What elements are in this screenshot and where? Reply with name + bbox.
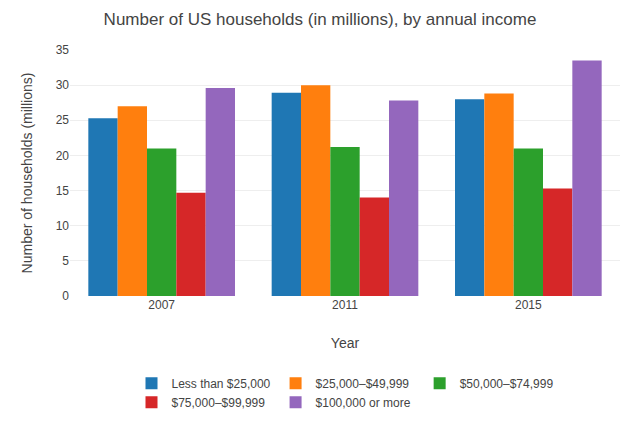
svg-text:2011: 2011	[332, 298, 358, 312]
svg-text:$100,000 or more: $100,000 or more	[316, 396, 411, 410]
svg-text:10: 10	[56, 219, 70, 233]
svg-text:2007: 2007	[148, 298, 175, 312]
svg-text:Less than $25,000: Less than $25,000	[172, 377, 271, 391]
svg-text:2015: 2015	[515, 298, 542, 312]
svg-text:Number of US households (in mi: Number of US households (in millions), b…	[104, 10, 537, 29]
svg-text:$50,000–$74,999: $50,000–$74,999	[460, 377, 554, 391]
svg-text:30: 30	[56, 78, 70, 92]
svg-text:0: 0	[62, 289, 69, 303]
svg-text:35: 35	[56, 43, 70, 57]
svg-text:Number of households (millions: Number of households (millions)	[19, 73, 35, 274]
svg-text:5: 5	[62, 254, 69, 268]
svg-text:$25,000–$49,999: $25,000–$49,999	[316, 377, 410, 391]
svg-text:$75,000–$99,999: $75,000–$99,999	[172, 396, 266, 410]
svg-text:25: 25	[56, 113, 70, 127]
svg-text:15: 15	[56, 184, 70, 198]
svg-text:20: 20	[56, 149, 70, 163]
svg-text:Year: Year	[331, 335, 360, 351]
